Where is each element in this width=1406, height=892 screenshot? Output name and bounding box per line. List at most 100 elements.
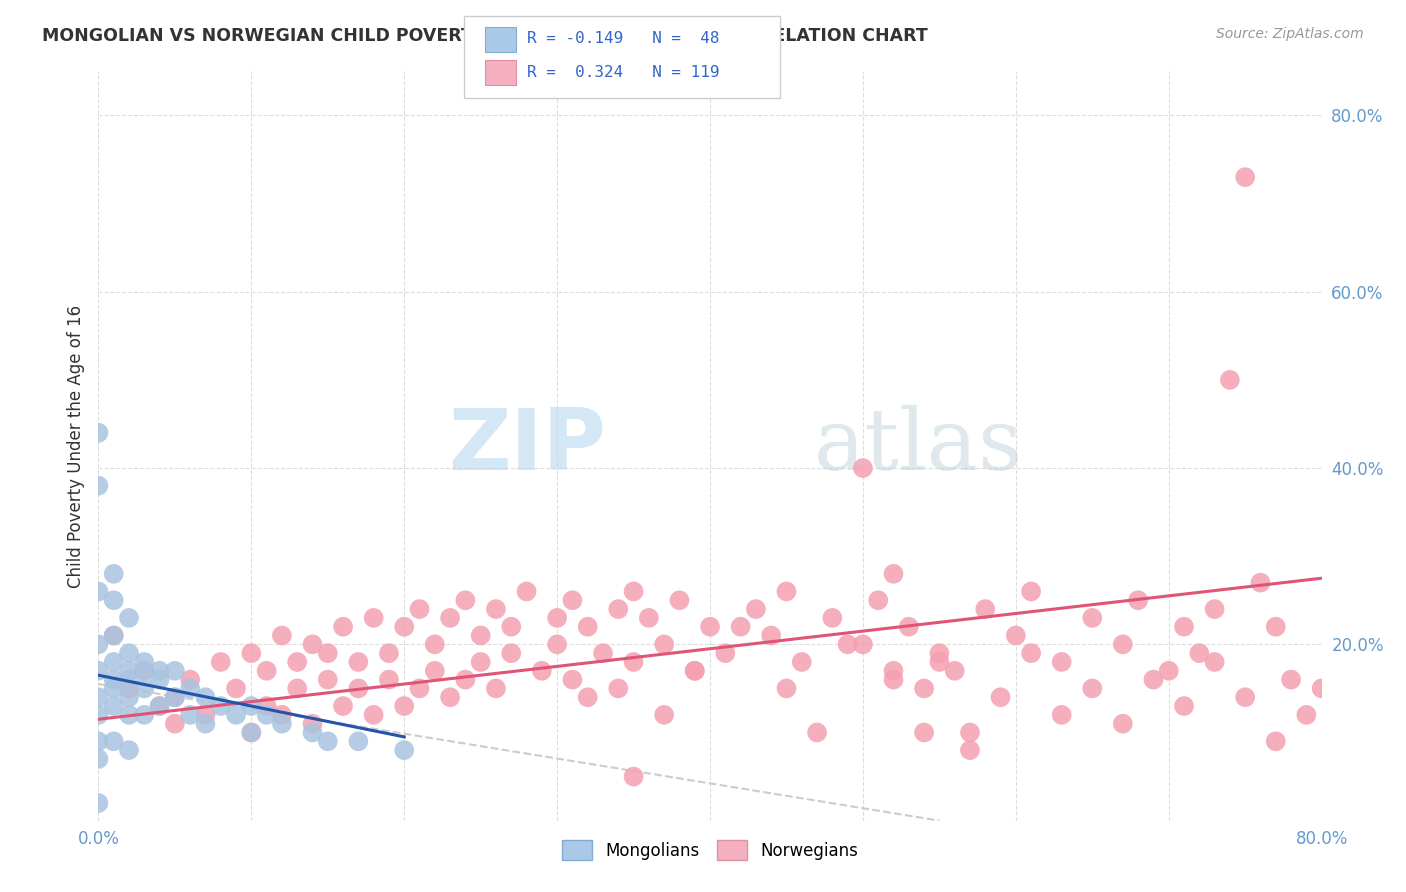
Point xyxy=(392,699,416,714)
Text: Source: ZipAtlas.com: Source: ZipAtlas.com xyxy=(1216,27,1364,41)
Point xyxy=(87,584,110,599)
Point xyxy=(347,734,370,748)
Point xyxy=(1188,646,1211,660)
Point xyxy=(270,707,292,722)
Point xyxy=(87,752,110,766)
Point xyxy=(149,699,172,714)
Point xyxy=(301,725,323,739)
Point xyxy=(928,655,950,669)
Point xyxy=(103,673,125,687)
Point xyxy=(87,478,110,492)
Point xyxy=(363,707,385,722)
Point xyxy=(103,699,125,714)
Point xyxy=(668,593,690,607)
Point xyxy=(225,707,247,722)
Point xyxy=(990,690,1012,705)
Point xyxy=(1264,620,1286,634)
Point xyxy=(683,664,706,678)
Text: R =  0.324   N = 119: R = 0.324 N = 119 xyxy=(527,65,720,79)
Point xyxy=(163,716,186,731)
Point xyxy=(423,664,446,678)
Point xyxy=(118,664,141,678)
Point xyxy=(576,690,599,705)
Point xyxy=(530,664,553,678)
Point xyxy=(837,637,859,651)
Point xyxy=(868,593,890,607)
Point xyxy=(576,620,599,634)
Point xyxy=(928,646,950,660)
Point xyxy=(974,602,997,616)
Point xyxy=(652,707,675,722)
Point xyxy=(1219,373,1241,387)
Point xyxy=(347,681,370,696)
Point xyxy=(683,664,706,678)
Text: ZIP: ZIP xyxy=(449,404,606,488)
Point xyxy=(1173,620,1195,634)
Point xyxy=(87,690,110,705)
Point xyxy=(607,602,630,616)
Point xyxy=(194,707,217,722)
Point xyxy=(134,664,156,678)
Point xyxy=(134,707,156,722)
Point xyxy=(852,637,875,651)
Point xyxy=(316,646,339,660)
Point xyxy=(470,655,492,669)
Point xyxy=(87,637,110,651)
Point xyxy=(699,620,721,634)
Point xyxy=(87,796,110,810)
Point xyxy=(883,566,905,581)
Point xyxy=(332,699,354,714)
Point xyxy=(118,646,141,660)
Point xyxy=(87,734,110,748)
Point xyxy=(912,681,935,696)
Point xyxy=(301,637,323,651)
Point xyxy=(149,699,172,714)
Point xyxy=(1234,170,1257,185)
Point xyxy=(118,743,141,757)
Point xyxy=(408,602,430,616)
Point xyxy=(1204,655,1226,669)
Point xyxy=(163,690,186,705)
Point xyxy=(454,593,477,607)
Point xyxy=(363,611,385,625)
Point xyxy=(149,673,172,687)
Point xyxy=(652,637,675,651)
Point xyxy=(179,707,201,722)
Point xyxy=(1019,584,1042,599)
Point xyxy=(347,655,370,669)
Point xyxy=(103,734,125,748)
Point xyxy=(103,655,125,669)
Point xyxy=(301,716,323,731)
Point xyxy=(285,681,308,696)
Point xyxy=(561,593,583,607)
Point xyxy=(516,584,538,599)
Point xyxy=(392,743,416,757)
Point xyxy=(1050,707,1073,722)
Point xyxy=(623,584,645,599)
Point xyxy=(118,681,141,696)
Point xyxy=(87,664,110,678)
Point xyxy=(501,620,523,634)
Point xyxy=(118,611,141,625)
Point xyxy=(454,673,477,687)
Point xyxy=(103,566,125,581)
Point xyxy=(1310,681,1333,696)
Point xyxy=(194,716,217,731)
Point xyxy=(883,664,905,678)
Point xyxy=(1112,716,1135,731)
Y-axis label: Child Poverty Under the Age of 16: Child Poverty Under the Age of 16 xyxy=(66,304,84,588)
Point xyxy=(883,673,905,687)
Point xyxy=(912,725,935,739)
Point xyxy=(1295,707,1317,722)
Point xyxy=(163,690,186,705)
Point xyxy=(149,664,172,678)
Point xyxy=(775,584,797,599)
Point xyxy=(179,673,201,687)
Point xyxy=(316,734,339,748)
Point xyxy=(392,620,416,634)
Point xyxy=(103,628,125,642)
Point xyxy=(439,690,461,705)
Point xyxy=(134,664,156,678)
Point xyxy=(730,620,752,634)
Point xyxy=(256,699,278,714)
